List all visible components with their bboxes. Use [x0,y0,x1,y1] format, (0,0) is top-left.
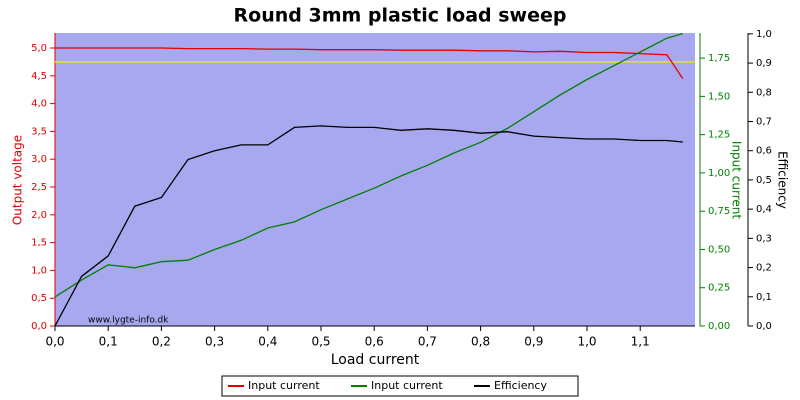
x-tick-label: 0,9 [524,335,543,349]
x-tick-label: 0,6 [365,335,384,349]
y-tick-label: 0,5 [756,175,772,186]
y-tick-label: 2,5 [31,182,47,193]
y3-axis-title: Efficiency [776,151,790,209]
legend-label: Input current [371,379,443,392]
series-line [54,125,683,327]
y-tick-label: 1,75 [708,53,730,64]
y-tick-label: 0,50 [708,244,730,255]
plot-area [55,33,695,326]
y-tick-label: 0,00 [708,321,730,332]
x-tick-label: 1,0 [577,335,596,349]
y-tick-label: 3,0 [31,154,47,165]
legend-label: Input current [248,379,320,392]
y-tick-label: 0,6 [756,146,772,157]
y-tick-label: 0,75 [708,206,730,217]
x-tick-label: 0,0 [45,335,64,349]
x-tick-label: 1,1 [631,335,650,349]
chart-title: Round 3mm plastic load sweep [234,5,567,27]
y-tick-label: 0,2 [756,263,772,274]
x-axis-title: Load current [331,352,420,368]
watermark: www.lygte-info.dk [88,316,169,326]
legend-box [221,375,579,397]
y-tick-label: 4,5 [31,71,47,82]
y-tick-label: 2,0 [31,210,47,221]
y-tick-label: 0,9 [756,58,772,69]
x-tick-label: 0,5 [311,335,330,349]
series-line [54,32,683,298]
y-tick-label: 0,8 [756,87,772,98]
y-tick-label: 1,25 [708,130,730,141]
x-tick-label: 0,8 [471,335,490,349]
x-tick-label: 0,2 [152,335,171,349]
y-axis-title: Output voltage [11,135,25,225]
y-tick-label: 0,7 [756,117,772,128]
y-tick-label: 3,5 [31,126,47,137]
y-tick-label: 1,50 [708,91,730,102]
y-tick-label: 0,4 [756,204,772,215]
y-tick-label: 0,1 [756,292,772,303]
legend-label: Efficiency [494,379,547,392]
y-tick-label: 0,0 [756,321,772,332]
x-tick-label: 0,1 [99,335,118,349]
x-tick-label: 0,7 [418,335,437,349]
y-tick-label: 1,0 [756,29,772,40]
x-tick-label: 0,3 [205,335,224,349]
y2-axis-title: Input current [730,141,744,219]
legend: Input current Input current Efficiency [221,375,579,397]
y-tick-label: 1,0 [31,265,47,276]
x-tick-label: 0,4 [258,335,277,349]
y-tick-label: 4,0 [31,99,47,110]
y-tick-label: 1,00 [708,168,730,179]
series-line [55,47,684,79]
y-tick-label: 0,5 [31,293,47,304]
y-tick-label: 1,5 [31,238,47,249]
y-tick-label: 0,0 [31,321,47,332]
y-tick-label: 0,25 [708,283,730,294]
y-tick-label: 5,0 [31,43,47,54]
y-tick-label: 0,3 [756,233,772,244]
